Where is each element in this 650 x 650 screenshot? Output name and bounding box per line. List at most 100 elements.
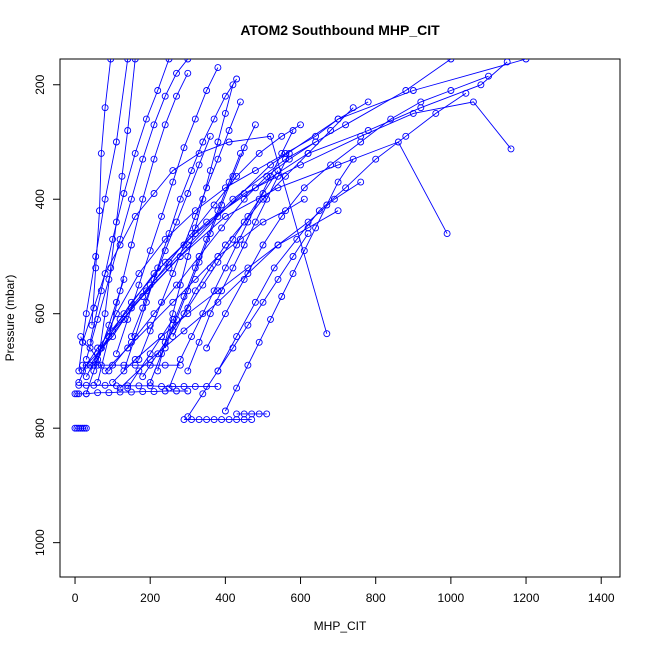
data-point <box>139 155 147 163</box>
data-point <box>116 384 124 392</box>
data-point <box>334 161 342 169</box>
profile-series <box>82 59 192 363</box>
data-point <box>251 184 259 192</box>
data-point <box>180 241 188 249</box>
data-point <box>214 138 222 146</box>
data-point <box>191 224 199 232</box>
data-point <box>146 327 154 335</box>
profile-series <box>184 230 312 421</box>
data-point <box>139 373 147 381</box>
data-point <box>165 59 173 63</box>
data-point <box>267 172 274 180</box>
data-point <box>161 92 169 100</box>
data-point <box>259 241 267 249</box>
data-point <box>158 333 165 341</box>
data-point <box>206 310 214 318</box>
data-point <box>229 81 237 89</box>
data-point <box>402 87 410 94</box>
data-point <box>304 149 312 157</box>
data-point <box>191 287 199 295</box>
data-point <box>282 172 289 180</box>
profile-series <box>135 98 244 363</box>
series-line <box>224 158 354 412</box>
data-point <box>135 270 143 278</box>
profile-series <box>169 104 357 341</box>
data-point <box>372 155 380 163</box>
data-point <box>161 258 169 266</box>
data-point <box>225 127 233 134</box>
data-point <box>158 298 165 306</box>
data-point <box>251 218 259 226</box>
data-point <box>191 115 199 123</box>
data-point <box>94 361 102 369</box>
data-point <box>225 416 233 424</box>
data-point <box>135 356 143 363</box>
data-point <box>97 287 105 295</box>
profile-series <box>161 121 259 352</box>
data-point <box>274 275 282 283</box>
data-point <box>221 109 229 117</box>
data-point <box>240 410 248 418</box>
data-point <box>116 235 124 243</box>
data-point <box>120 367 128 375</box>
data-point <box>240 275 248 283</box>
data-point <box>165 230 173 238</box>
data-point <box>173 218 180 226</box>
profile-series <box>120 75 241 375</box>
data-point <box>210 201 218 209</box>
data-point <box>139 293 147 300</box>
series-line <box>149 153 241 383</box>
data-point <box>127 195 135 203</box>
data-point <box>180 382 188 390</box>
data-point <box>94 350 102 358</box>
series-line <box>119 181 361 389</box>
data-point <box>184 69 192 77</box>
data-point <box>312 224 320 232</box>
data-point <box>503 59 511 66</box>
data-point <box>161 361 169 369</box>
data-point <box>109 361 117 369</box>
data-point <box>289 127 297 134</box>
data-point <box>105 333 113 341</box>
x-axis: 0 200 400 600 800 1000 1200 1400 <box>72 576 615 605</box>
profile-series <box>203 72 492 352</box>
profile-series <box>94 59 139 369</box>
data-point <box>477 81 485 89</box>
data-point <box>101 381 109 389</box>
data-point <box>173 387 180 395</box>
data-point <box>221 92 229 100</box>
data-point <box>447 59 455 63</box>
data-point <box>221 241 229 249</box>
data-point <box>278 149 286 157</box>
data-point <box>131 59 139 63</box>
data-point <box>139 304 147 312</box>
data-point <box>214 64 222 72</box>
data-point <box>278 132 286 140</box>
x-tick-label: 0 <box>72 591 79 605</box>
data-point <box>214 258 222 266</box>
x-tick-label: 1400 <box>588 591 615 605</box>
data-point <box>300 184 308 192</box>
data-point <box>236 98 244 106</box>
data-point <box>244 321 252 329</box>
data-point <box>97 149 105 157</box>
data-point <box>146 382 154 390</box>
data-point <box>139 195 147 203</box>
series-line <box>112 210 339 383</box>
data-point <box>112 310 120 318</box>
data-point <box>94 315 102 323</box>
data-point <box>387 115 395 123</box>
data-point <box>267 132 274 140</box>
data-point <box>323 330 331 338</box>
data-point <box>263 195 271 203</box>
data-point <box>195 338 203 346</box>
data-point <box>195 161 203 169</box>
data-point <box>244 270 252 278</box>
data-point <box>165 384 173 392</box>
series-layer <box>71 59 530 432</box>
series-line <box>85 279 125 394</box>
data-point <box>199 310 207 318</box>
series-line <box>108 141 316 372</box>
series-line <box>85 59 189 360</box>
data-point <box>278 293 286 300</box>
